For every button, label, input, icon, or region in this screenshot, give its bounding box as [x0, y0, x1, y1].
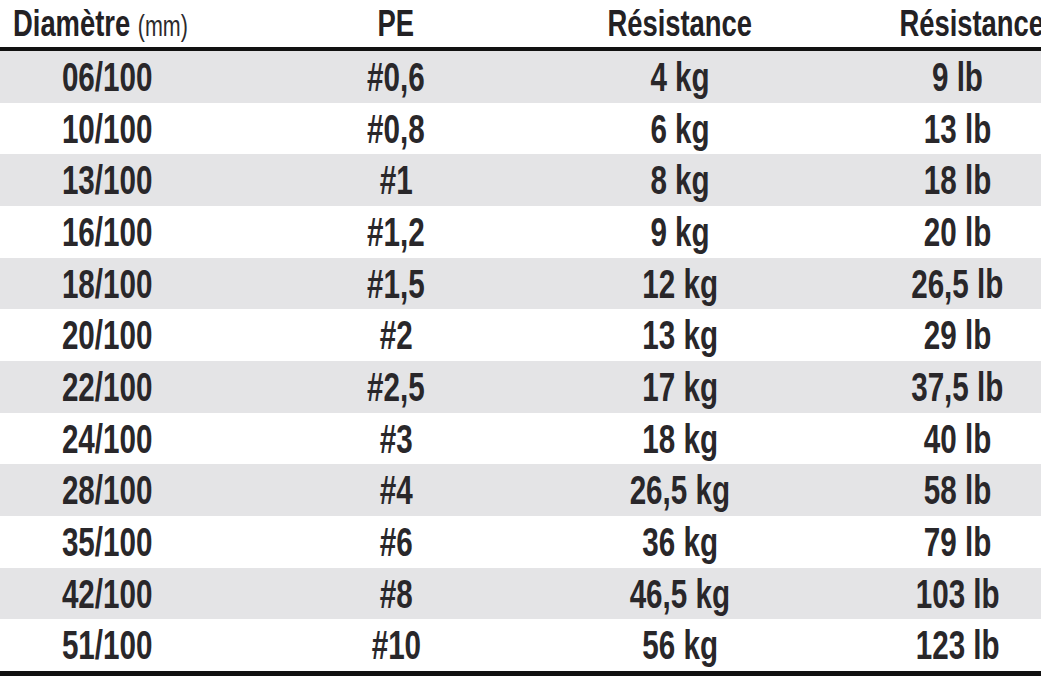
table-cell: 28/100	[0, 470, 214, 510]
line-spec-table-page: Diamètre (mm) PE Résistance Résistance 0…	[0, 0, 1041, 676]
table-cell: 4 kg	[578, 57, 782, 97]
table-cell: #1,5	[214, 264, 578, 304]
table-cell: 13 kg	[578, 315, 782, 355]
table-cell: 35/100	[0, 522, 214, 562]
table-row: 10/100#0,86 kg13 lb	[0, 103, 1041, 155]
table-cell: 22/100	[0, 367, 214, 407]
table-row: 16/100#1,29 kg20 lb	[0, 206, 1041, 258]
table-cell: #4	[214, 470, 578, 510]
table-row: 42/100#846,5 kg103 lb	[0, 568, 1041, 620]
table-cell: #1	[214, 160, 578, 200]
table-row: 18/100#1,512 kg26,5 lb	[0, 258, 1041, 310]
table-cell: 18 kg	[578, 419, 782, 459]
table-cell: 18 lb	[782, 160, 1041, 200]
table-cell: 10/100	[0, 109, 214, 149]
table-cell: 12 kg	[578, 264, 782, 304]
table-cell: 9 kg	[578, 212, 782, 252]
table-cell: 13/100	[0, 160, 214, 200]
header-resistance-lb: Résistance	[782, 5, 1041, 42]
table-cell: 29 lb	[782, 315, 1041, 355]
table-cell: #3	[214, 419, 578, 459]
table-cell: #0,8	[214, 109, 578, 149]
table-cell: 13 lb	[782, 109, 1041, 149]
table-cell: 51/100	[0, 625, 214, 665]
table-cell: 79 lb	[782, 522, 1041, 562]
table-row: 06/100#0,64 kg9 lb	[0, 51, 1041, 103]
table-cell: 123 lb	[782, 625, 1041, 665]
table-cell: #1,2	[214, 212, 578, 252]
table-cell: 58 lb	[782, 470, 1041, 510]
table-cell: 06/100	[0, 57, 214, 97]
table-row: 24/100#318 kg40 lb	[0, 413, 1041, 465]
header-diametre-unit: (mm)	[138, 10, 188, 42]
table-cell: 103 lb	[782, 574, 1041, 614]
table-row: 51/100#1056 kg123 lb	[0, 619, 1041, 671]
table-cell: 26,5 kg	[578, 470, 782, 510]
table-cell: #6	[214, 522, 578, 562]
table-cell: #2	[214, 315, 578, 355]
header-diametre-label: Diamètre	[13, 3, 130, 44]
table-cell: 9 lb	[782, 57, 1041, 97]
table-cell: 36 kg	[578, 522, 782, 562]
table-cell: #10	[214, 625, 578, 665]
table-cell: 37,5 lb	[782, 367, 1041, 407]
line-spec-table: Diamètre (mm) PE Résistance Résistance 0…	[0, 0, 1041, 676]
table-cell: #2,5	[214, 367, 578, 407]
table-cell: 16/100	[0, 212, 214, 252]
table-row: 28/100#426,5 kg58 lb	[0, 464, 1041, 516]
table-cell: 26,5 lb	[782, 264, 1041, 304]
table-body: 06/100#0,64 kg9 lb10/100#0,86 kg13 lb13/…	[0, 51, 1041, 671]
table-header-row: Diamètre (mm) PE Résistance Résistance	[0, 0, 1041, 51]
header-resistance-kg: Résistance	[578, 5, 782, 42]
table-row: 20/100#213 kg29 lb	[0, 309, 1041, 361]
header-pe: PE	[214, 5, 578, 42]
table-row: 13/100#18 kg18 lb	[0, 154, 1041, 206]
table-cell: 20/100	[0, 315, 214, 355]
table-cell: #8	[214, 574, 578, 614]
table-cell: 42/100	[0, 574, 214, 614]
table-cell: #0,6	[214, 57, 578, 97]
table-cell: 20 lb	[782, 212, 1041, 252]
table-cell: 17 kg	[578, 367, 782, 407]
table-cell: 8 kg	[578, 160, 782, 200]
table-cell: 24/100	[0, 419, 214, 459]
table-cell: 18/100	[0, 264, 214, 304]
table-cell: 40 lb	[782, 419, 1041, 459]
table-row: 22/100#2,517 kg37,5 lb	[0, 361, 1041, 413]
table-row: 35/100#636 kg79 lb	[0, 516, 1041, 568]
table-cell: 46,5 kg	[578, 574, 782, 614]
table-cell: 6 kg	[578, 109, 782, 149]
header-diametre: Diamètre (mm)	[0, 5, 214, 42]
table-cell: 56 kg	[578, 625, 782, 665]
